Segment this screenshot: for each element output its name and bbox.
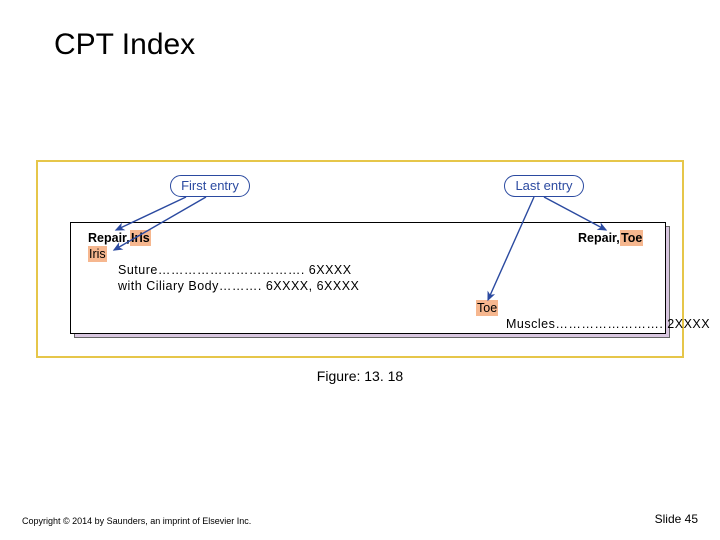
label-repair-toe-bold: Repair, — [578, 230, 620, 246]
diagram-canvas: First entry Last entry Repair, Iris Iris… — [36, 160, 684, 358]
footer-slide-number: Slide 45 — [655, 512, 698, 526]
callout-last-entry: Last entry — [504, 175, 584, 197]
page-title: CPT Index — [54, 28, 195, 62]
label-suture-line: Suture……………………………. 6XXXX — [118, 262, 352, 278]
label-repair-iris-highlight: Iris — [130, 230, 151, 246]
label-toe-subhead: Toe — [476, 300, 498, 316]
label-ciliary-line: with Ciliary Body………. 6XXXX, 6XXXX — [118, 278, 359, 294]
label-repair-toe-highlight: Toe — [620, 230, 643, 246]
figure-caption: Figure: 13. 18 — [0, 368, 720, 384]
callout-first-entry: First entry — [170, 175, 250, 197]
label-muscles-line: Muscles……………………. 2XXXX — [506, 316, 710, 332]
label-repair-iris-bold: Repair, — [88, 230, 130, 246]
label-iris-subhead: Iris — [88, 246, 107, 262]
footer-copyright: Copyright © 2014 by Saunders, an imprint… — [22, 516, 251, 526]
